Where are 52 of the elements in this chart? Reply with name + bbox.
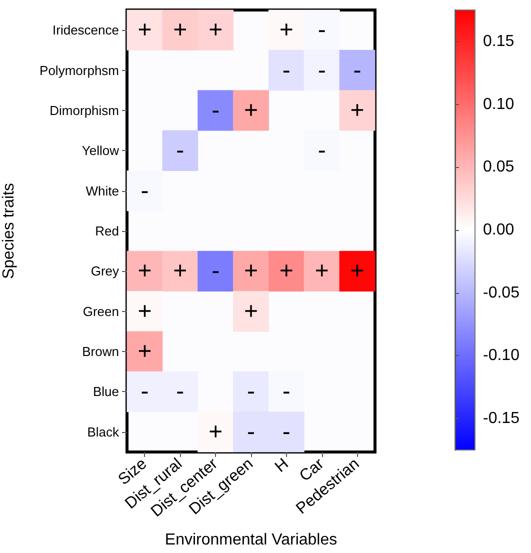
color-bar-label: -0.05	[483, 284, 520, 302]
color-bar-label: -0.15	[483, 410, 520, 428]
data-label: +	[314, 258, 329, 285]
data-label: -	[212, 96, 220, 124]
data-label: -	[318, 137, 326, 164]
y-tick-label: White	[86, 183, 119, 198]
x-axis-title: Environmental Variables	[164, 532, 338, 548]
y-tick-label: Yellow	[82, 143, 120, 158]
data-label: +	[138, 298, 152, 325]
data-label: -	[282, 418, 290, 446]
data-label: -	[140, 177, 149, 204]
data-label: -	[318, 16, 326, 44]
data-label: -	[247, 418, 255, 446]
y-axis-title: Species traits	[0, 182, 18, 280]
data-label: +	[208, 16, 223, 44]
data-label: +	[208, 418, 223, 446]
data-label: +	[173, 258, 188, 285]
data-label: -	[176, 137, 184, 164]
y-tick-label: Grey	[90, 264, 120, 279]
data-label: +	[279, 258, 294, 285]
y-tick-label: Brown	[82, 344, 119, 360]
data-label: -	[318, 56, 326, 84]
x-tick-label: H	[272, 455, 292, 476]
y-tick-label: Black	[87, 424, 120, 440]
y-tick-label: Dimorphism	[50, 102, 119, 118]
y-tick-label: Green	[82, 304, 119, 319]
data-label: -	[282, 378, 290, 406]
data-label: +	[244, 258, 258, 285]
data-label: +	[138, 258, 152, 285]
color-bar-label: 0.00	[483, 222, 514, 238]
y-tick-label: Blue	[92, 384, 119, 400]
data-label: -	[247, 378, 255, 406]
data-label: -	[140, 378, 149, 406]
data-label: -	[353, 56, 362, 84]
data-label: -	[212, 258, 220, 285]
data-label: +	[350, 96, 364, 124]
data-label: +	[138, 338, 152, 366]
color-bar-label: 0.15	[483, 32, 514, 50]
data-label: +	[244, 96, 258, 124]
data-label: +	[244, 298, 258, 325]
color-bar-label: -0.10	[483, 347, 520, 364]
data-label: -	[282, 56, 290, 84]
data-label: +	[173, 16, 188, 44]
y-tick-label: Red	[95, 224, 119, 238]
y-tick-label: Iridescence	[52, 22, 119, 38]
data-label: +	[138, 16, 152, 44]
data-label: +	[350, 258, 364, 285]
data-label: +	[279, 16, 294, 44]
color-bar-label: 0.10	[483, 96, 514, 113]
data-label: -	[176, 378, 184, 406]
color-bar-label: 0.05	[483, 158, 514, 176]
y-tick-label: Polymorphsm	[40, 62, 119, 78]
